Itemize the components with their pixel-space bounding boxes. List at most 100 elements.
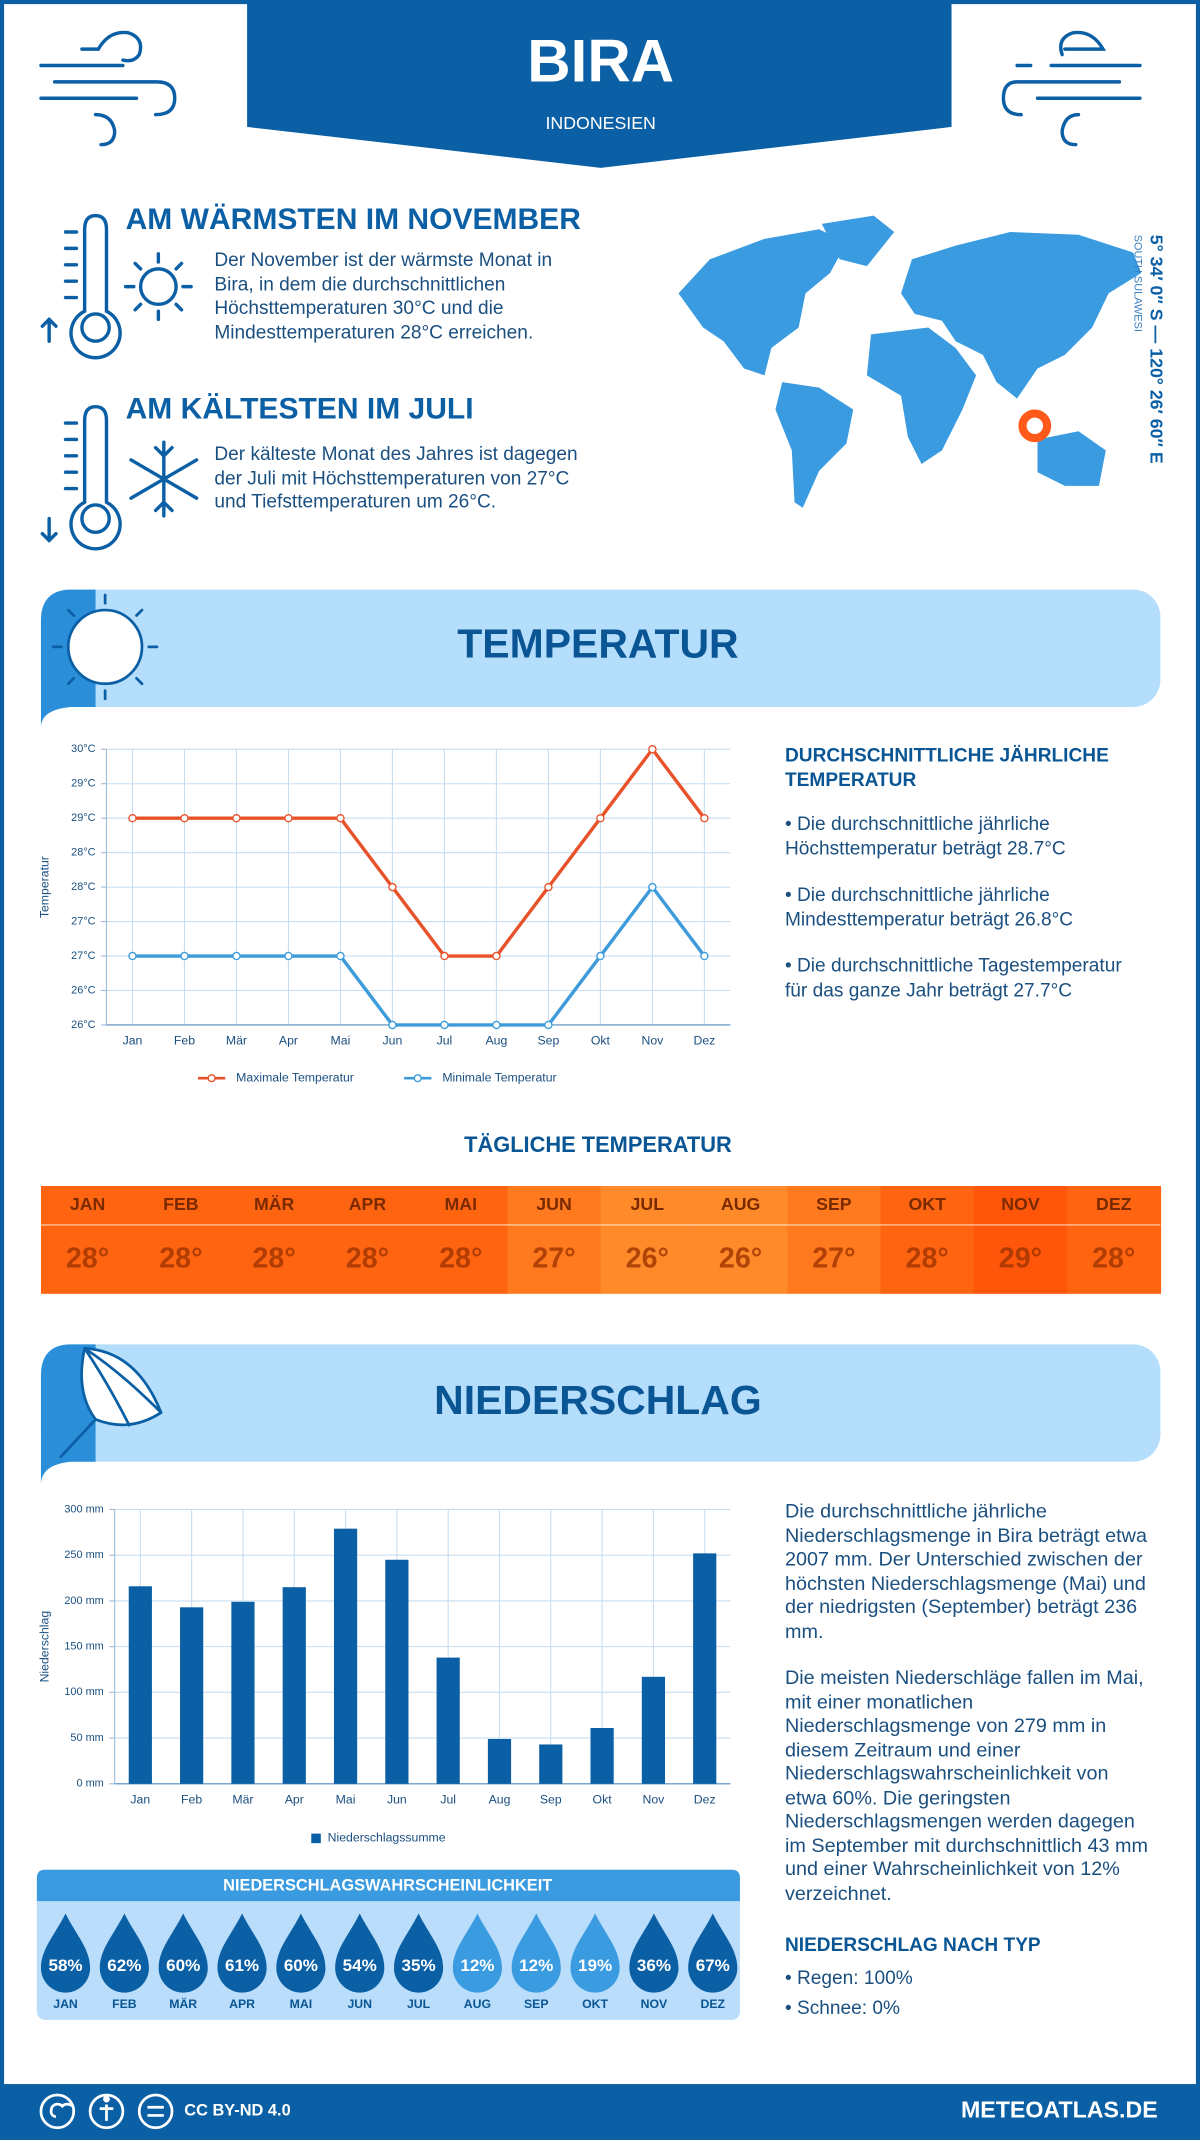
country: INDONESIEN [545, 113, 655, 133]
precip-paragraph: Die meisten Niederschläge fallen im Mai,… [784, 1667, 1149, 1905]
legend-dot [207, 1074, 216, 1083]
daily-month: SEP [816, 1194, 852, 1214]
daily-cell [600, 1186, 695, 1294]
wind-icon [1001, 30, 1142, 147]
daily-cell [787, 1186, 882, 1294]
drop-month: SEP [524, 1997, 549, 2011]
probability-header [36, 1869, 740, 1902]
point [388, 882, 397, 892]
drop-value: 35% [402, 1956, 436, 1975]
footer [0, 2084, 1200, 2140]
x-tick-label: Jan [123, 1034, 143, 1048]
point [700, 813, 709, 823]
drop [335, 1913, 385, 1993]
region: SOUTH SULAWESI [1131, 235, 1143, 332]
daily-month: MAI [444, 1194, 477, 1214]
x-tick-label: Nov [641, 1034, 664, 1048]
x-tick-label: Jun [383, 1034, 403, 1048]
y-tick-label: 29°C [71, 778, 95, 790]
world-map [678, 215, 1142, 508]
x-tick-label: Feb [181, 1792, 202, 1806]
point [180, 951, 189, 961]
fact-title: AM KÄLTESTEN IM JULI [126, 393, 474, 426]
daily-value: 26° [719, 1242, 762, 1274]
probability-box [36, 1869, 740, 2020]
drop [629, 1913, 679, 1993]
drop [393, 1913, 444, 1993]
y-tick-label: 0 mm [76, 1778, 103, 1790]
y-axis-label: Temperatur [37, 856, 51, 918]
drop-value: 12% [519, 1956, 553, 1975]
point [596, 951, 605, 961]
point [544, 882, 553, 892]
point [596, 813, 605, 823]
daily-cell [414, 1186, 509, 1294]
license-icons [39, 2093, 174, 2130]
daily-month: OKT [908, 1194, 946, 1214]
y-axis-label: Niederschlag [37, 1611, 51, 1683]
x-tick-label: Jun [387, 1792, 407, 1806]
daily-cell [40, 1186, 135, 1294]
type-title: NIEDERSCHLAG NACH TYP [785, 1935, 1041, 1956]
type-item: • Regen: 100% [785, 1968, 913, 1989]
drop-value: 58% [48, 1956, 82, 1975]
fact-text: Der November ist der wärmste Monat in Bi… [214, 248, 553, 342]
x-tick-label: Aug [489, 1792, 511, 1806]
point [336, 813, 345, 823]
point [232, 951, 241, 961]
drop [158, 1913, 208, 1993]
thermometer-warm-icon [40, 213, 193, 360]
header-band [247, 0, 952, 168]
x-tick-label: Mai [336, 1792, 356, 1806]
drop [276, 1913, 326, 1993]
drop-month: APR [229, 1997, 255, 2011]
y-tick-label: 150 mm [64, 1641, 103, 1653]
drop [40, 1913, 91, 1993]
x-tick-label: Okt [593, 1792, 613, 1806]
site[interactable]: METEOATLAS.DE [961, 2096, 1158, 2122]
y-tick-label: 300 mm [64, 1503, 103, 1515]
bar [282, 1587, 306, 1784]
section-banner [40, 589, 1161, 707]
x-tick-label: Dez [693, 1034, 715, 1048]
daily-title: TÄGLICHE TEMPERATUR [464, 1132, 732, 1157]
drop [570, 1913, 620, 1993]
section-title: NIEDERSCHLAG [434, 1377, 762, 1423]
y-tick-label: 250 mm [64, 1549, 103, 1561]
drop-value: 19% [578, 1956, 612, 1975]
x-tick-label: Nov [643, 1792, 666, 1806]
drop-month: DEZ [700, 1997, 725, 2011]
probability-title: NIEDERSCHLAGSWAHRSCHEINLICHKEIT [223, 1876, 552, 1894]
legend-label: Niederschlagssumme [328, 1831, 446, 1845]
fact-text: Der kälteste Monat des Jahres ist dagege… [214, 442, 578, 512]
bar [641, 1676, 666, 1784]
summary-bullet-box: • Die durchschnittliche Tagestemperatur … [785, 954, 1122, 1000]
type-item: • Schnee: 0% [785, 1998, 900, 2019]
daily-value: 27° [812, 1242, 855, 1274]
fact-title: AM WÄRMSTEN IM NOVEMBER [126, 203, 582, 236]
point [700, 951, 709, 961]
y-tick-label: 50 mm [70, 1732, 103, 1744]
daily-value: 28° [159, 1242, 202, 1274]
umbrella-icon [59, 1346, 163, 1459]
drop-month: MAI [290, 1997, 312, 2011]
x-tick-label: Apr [285, 1792, 304, 1806]
point [648, 745, 657, 754]
daily-value: 28° [346, 1242, 389, 1274]
point [336, 951, 345, 961]
daily-cell [227, 1186, 322, 1294]
x-tick-label: Mai [331, 1034, 351, 1048]
bar [693, 1553, 717, 1784]
point [284, 813, 293, 823]
thermometer-cold-icon [40, 405, 199, 551]
daily-cell [320, 1186, 415, 1294]
daily-value: 27° [532, 1242, 575, 1274]
drop-month: FEB [112, 1997, 137, 2011]
bar [231, 1601, 255, 1784]
point [544, 1020, 553, 1030]
summary-bullet-box: • Die durchschnittliche jährliche Mindes… [785, 883, 1073, 929]
daily-value: 28° [906, 1242, 949, 1274]
daily-cell [973, 1186, 1068, 1294]
x-tick-label: Sep [540, 1792, 562, 1806]
